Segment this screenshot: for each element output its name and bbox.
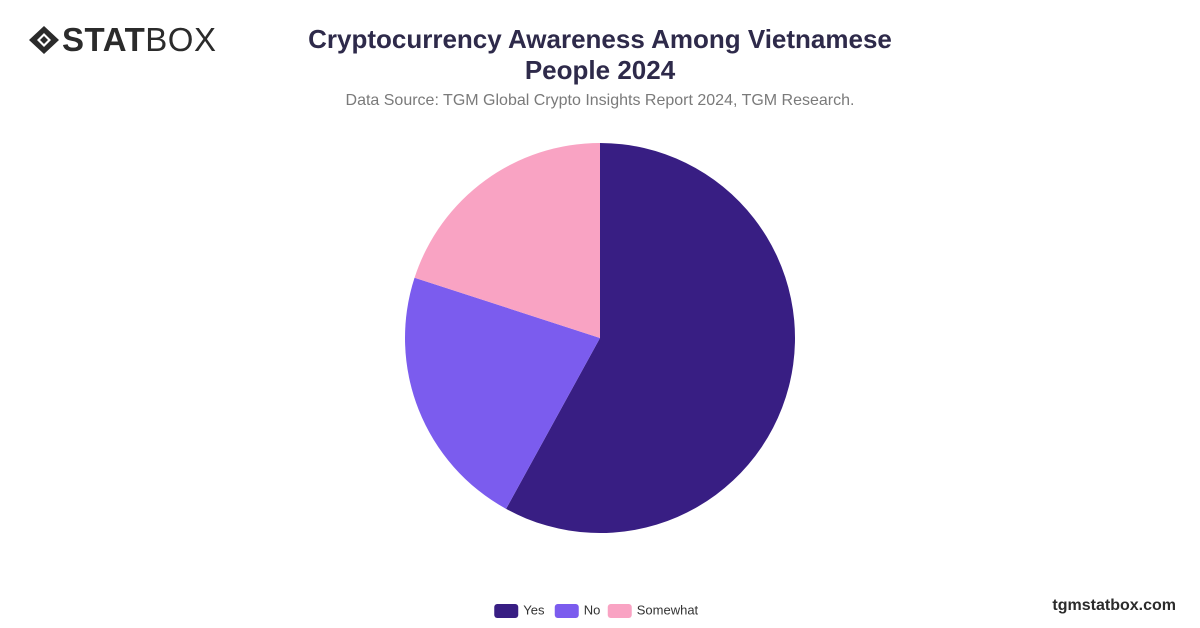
legend-label: No <box>584 602 601 617</box>
pie-slice <box>506 143 795 533</box>
legend-swatch <box>607 604 632 618</box>
pie-slice <box>414 143 600 338</box>
footer: tgmstatbox.com <box>1052 597 1176 614</box>
logo-light: BOX <box>145 21 217 58</box>
legend-swatch <box>494 604 519 618</box>
legend-swatch <box>554 604 579 618</box>
logo-bold: STAT <box>62 21 146 58</box>
legend-label: Somewhat <box>637 602 699 617</box>
pie-slice <box>404 277 600 509</box>
logo-icon <box>29 26 59 54</box>
logo: STAT BOX <box>26 21 217 58</box>
chart-title: Cryptocurrency Awareness Among Vietnames… <box>308 24 892 85</box>
chart-subtitle: Data Source: TGM Global Crypto Insights … <box>345 92 855 109</box>
legend-label: Yes <box>523 602 545 617</box>
